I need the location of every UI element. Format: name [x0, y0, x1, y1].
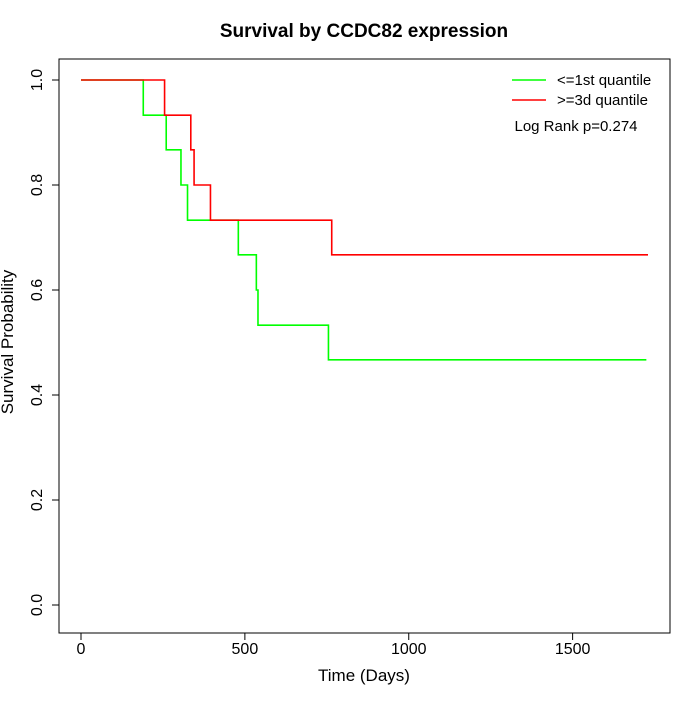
x-tick-label: 1500: [555, 641, 591, 658]
legend: <=1st quantile >=3d quantile: [512, 72, 651, 109]
y-tick-label: 0.0: [29, 594, 46, 616]
x-tick-label: 0: [77, 641, 86, 658]
legend-label: >=3d quantile: [557, 92, 648, 109]
x-tick-label: 500: [232, 641, 259, 658]
y-tick-label: 0.2: [29, 489, 46, 511]
x-tick-label: 1000: [391, 641, 427, 658]
x-axis: 0 500 1000 1500: [77, 632, 591, 658]
x-axis-label: Time (Days): [318, 666, 410, 685]
plot-frame: [58, 58, 671, 634]
survival-curve-high: [81, 79, 648, 256]
log-rank-annotation: Log Rank p=0.274: [514, 118, 637, 135]
y-tick-label: 0.6: [29, 279, 46, 301]
y-axis: 0.0 0.2 0.4 0.6 0.8 1.0: [29, 69, 60, 616]
legend-label: <=1st quantile: [557, 72, 651, 89]
survival-curves: [81, 79, 648, 361]
chart-title: Survival by CCDC82 expression: [220, 21, 508, 42]
y-tick-label: 1.0: [29, 69, 46, 91]
y-axis-label: Survival Probability: [0, 269, 17, 414]
y-tick-label: 0.8: [29, 174, 46, 196]
y-tick-label: 0.4: [29, 384, 46, 406]
